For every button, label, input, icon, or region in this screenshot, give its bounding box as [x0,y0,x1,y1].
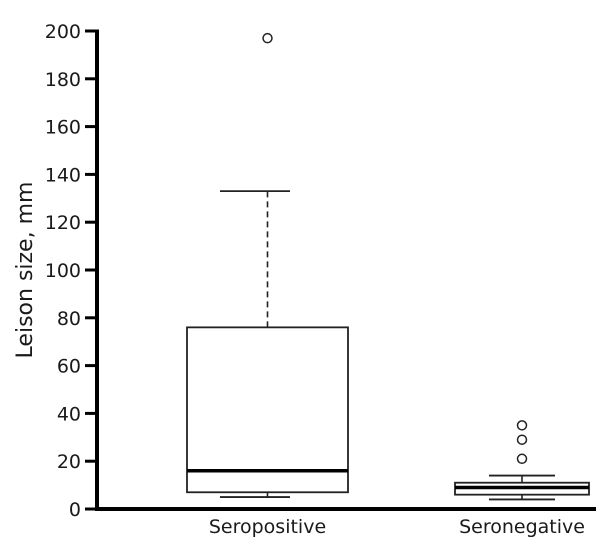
outlier-point [262,32,273,44]
y-tick-label: 40 [57,403,81,425]
outlier-point [516,420,528,431]
y-tick-label: 20 [57,451,81,473]
x-category-label: Seronegative [459,516,585,538]
boxes: Seropositive Seronegative [186,32,590,538]
box-seropositive: Seropositive [186,32,349,538]
y-axis: 0 20 40 60 80 100 120 140 160 180 200 [45,21,99,521]
y-tick-label: 100 [45,260,81,282]
x-category-label: Seropositive [209,516,326,538]
y-tick-label: 160 [45,117,81,139]
y-tick-label: 180 [45,69,81,91]
y-tick-label: 140 [45,164,81,186]
outlier-point [516,453,528,465]
y-tick-label: 60 [57,356,81,378]
y-tick-label: 80 [57,308,81,330]
outlier-point [516,434,528,445]
y-tick-label: 0 [69,499,81,521]
y-axis-title: Leison size, mm [13,182,38,359]
box-seronegative: Seronegative [454,420,590,538]
y-tick-label: 200 [45,21,81,43]
iqr-box [186,326,349,494]
y-tick-label: 120 [45,212,81,234]
